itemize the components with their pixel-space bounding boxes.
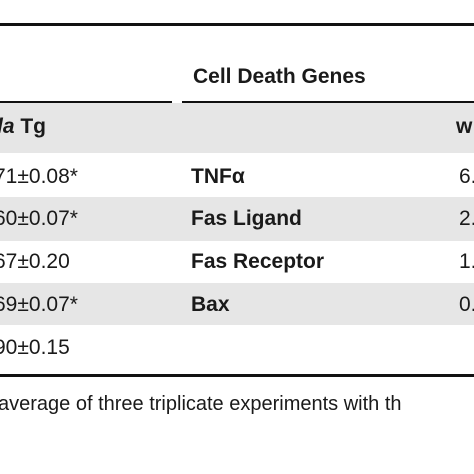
right-value-cell: 1. xyxy=(459,250,474,273)
column-group-header: Cell Death Genes xyxy=(193,65,366,88)
right-value-cell: 0. xyxy=(459,293,474,316)
table-footnote: average of three triplicate experiments … xyxy=(0,393,402,415)
gene-name-cell: TNFα xyxy=(191,165,245,188)
gene-name-cell: Fas Receptor xyxy=(191,250,325,273)
right-group-rule xyxy=(182,101,474,103)
row-band-shaded xyxy=(0,283,474,325)
right-value-cell: 6. xyxy=(459,165,474,188)
left-value-cell: 67±0.20 xyxy=(0,250,70,273)
left-column-header: la Tg xyxy=(0,116,46,137)
left-value-cell: 69±0.07* xyxy=(0,293,78,316)
left-column-header-text: Tg xyxy=(14,115,47,138)
left-value-cell: 90±0.15 xyxy=(0,336,70,359)
row-band-shaded xyxy=(0,197,474,241)
left-value-cell: 60±0.07* xyxy=(0,207,78,230)
right-column-header: w xyxy=(456,115,473,138)
gene-name-cell: Fas Ligand xyxy=(191,207,302,230)
gene-name-cell: Bax xyxy=(191,293,230,316)
header-row-band xyxy=(0,103,474,153)
right-value-cell: 2. xyxy=(459,207,474,230)
table-top-rule xyxy=(0,23,474,26)
table-bottom-rule xyxy=(0,374,474,377)
left-value-cell: 71±0.08* xyxy=(0,165,78,188)
left-group-rule xyxy=(0,101,172,103)
left-column-header-italic: la xyxy=(0,115,15,138)
